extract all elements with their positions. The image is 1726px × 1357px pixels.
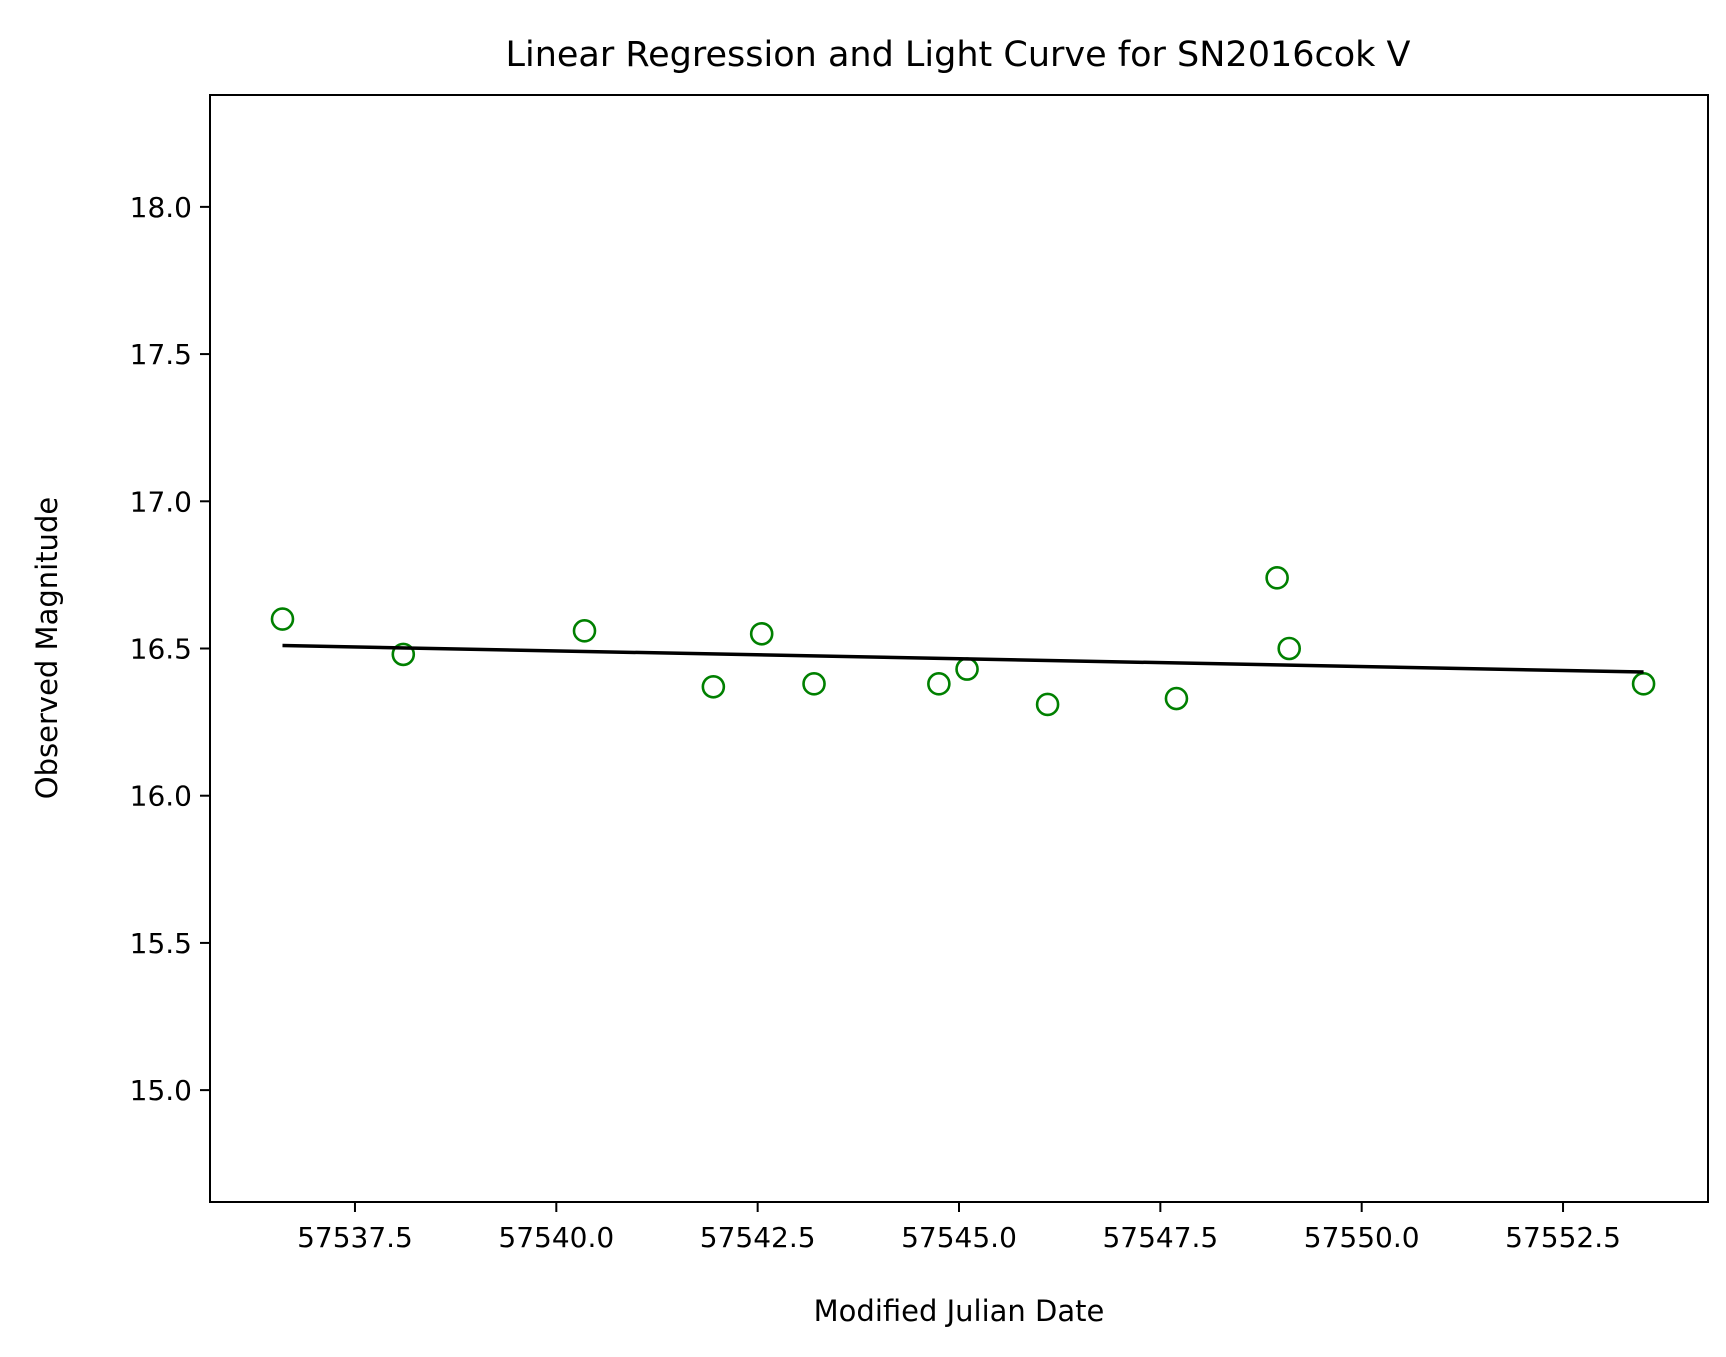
data-point	[749, 621, 774, 646]
x-tick-label: 57537.5	[297, 1221, 413, 1254]
chart-title: Linear Regression and Light Curve for SN…	[505, 35, 1410, 75]
y-tick-label: 18.0	[130, 191, 192, 224]
x-tick-label: 57552.5	[1505, 1221, 1621, 1254]
data-point	[1035, 692, 1060, 717]
data-point	[391, 642, 416, 667]
data-point	[927, 672, 951, 696]
y-axis-label: Observed Magnitude	[30, 497, 64, 799]
x-tick-label: 57545.0	[901, 1221, 1017, 1254]
plot-area	[270, 566, 1656, 717]
data-point	[1265, 566, 1289, 590]
x-tick-label: 57542.5	[700, 1221, 816, 1254]
x-tick-label: 57550.0	[1304, 1221, 1420, 1254]
y-tick-label: 15.5	[130, 927, 192, 960]
y-tick-label: 15.0	[130, 1074, 192, 1107]
x-axis: 57537.5 57540.0 57542.5 57545.0 57547.5 57550…	[297, 1202, 1621, 1254]
regression-line	[282, 643, 1644, 674]
y-tick-label: 16.5	[130, 633, 192, 666]
data-point	[270, 607, 295, 631]
x-axis-label: Modified Julian Date	[814, 1294, 1105, 1328]
data-point	[1277, 636, 1302, 661]
data-point	[802, 672, 826, 696]
data-point	[572, 619, 597, 643]
y-tick-label: 16.0	[130, 780, 192, 813]
y-axis: 15.0 15.5 16.0 16.5 17.0 17.5 18.0	[130, 191, 210, 1107]
x-tick-label: 57547.5	[1102, 1221, 1218, 1254]
y-tick-label: 17.0	[130, 485, 192, 518]
x-tick-label: 57540.0	[498, 1221, 614, 1254]
data-point	[701, 674, 726, 699]
data-point	[1164, 686, 1189, 711]
data-point	[1631, 672, 1656, 696]
y-tick-label: 17.5	[130, 338, 192, 371]
